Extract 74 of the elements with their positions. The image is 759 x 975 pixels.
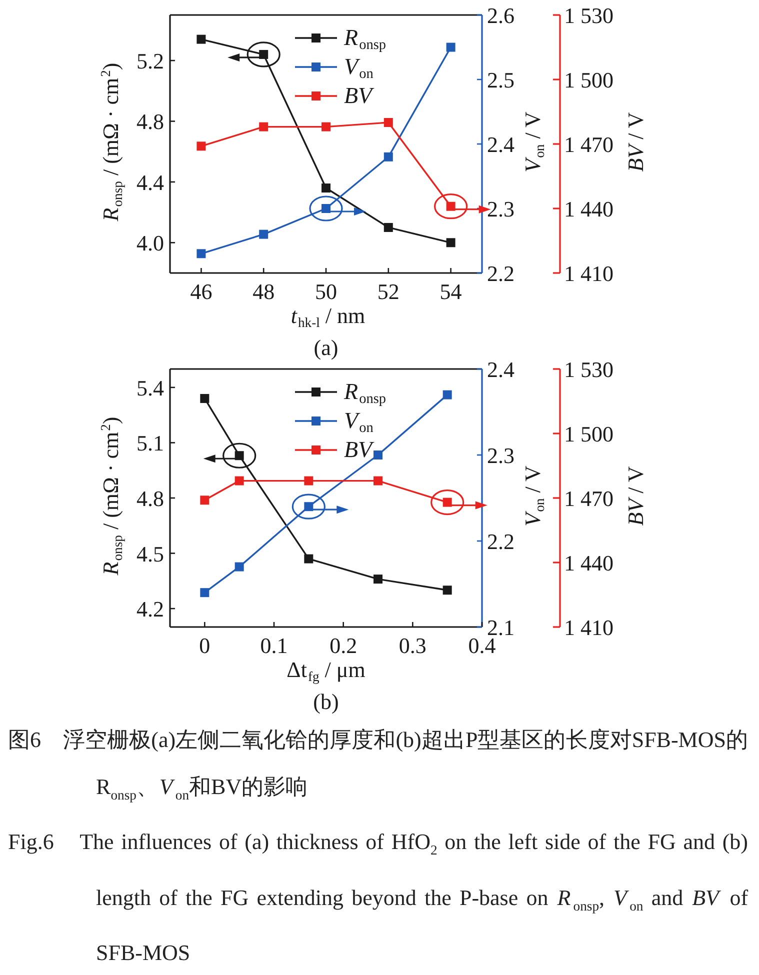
y3-axis-title: BV / V	[623, 466, 648, 526]
x-tick-label: 48	[252, 279, 275, 304]
y2-tick-label: 2.2	[487, 529, 514, 554]
y-tick-label: 5.4	[136, 375, 164, 400]
y3-axis-title: BV / V	[623, 112, 648, 172]
y2-tick-label: 2.5	[487, 68, 514, 92]
x-tick-label: 0.2	[330, 633, 358, 658]
point	[304, 554, 314, 564]
y3-tick-label: 1 470	[564, 486, 614, 511]
y3-tick-label: 1 440	[564, 550, 614, 576]
y-tick-label: 4.4	[136, 170, 164, 195]
y-tick-label: 5.2	[136, 48, 164, 74]
x-tick-label: 0.1	[260, 633, 288, 658]
y-tick-label: 4.8	[136, 109, 164, 134]
legend-label: BV	[344, 83, 376, 108]
legend-label: R$_{onsp}$	[343, 379, 386, 408]
point	[374, 450, 382, 460]
y2-tick-label: 2.4	[487, 357, 514, 382]
text: Fig.6 The influences of (a) thickness of HfO$_{2}$ on the left side of the FG and (b) length of the FG extending beyond the P-base on R$_{onsp}$, V$_{on}$ and BV of SFB-MOS	[8, 829, 748, 966]
point	[234, 476, 244, 486]
y-tick-label: 4.0	[136, 230, 164, 256]
y3-tick-label: 1 410	[564, 261, 614, 286]
y3-tick-label: 1 500	[564, 422, 614, 446]
point	[200, 588, 210, 598]
y2-tick-label: 2.3	[487, 443, 514, 468]
point	[442, 390, 452, 400]
point	[196, 249, 206, 258]
x-axis-title: t$_{hk-l}$ / nm	[290, 303, 366, 330]
point	[374, 574, 382, 584]
y2-tick-label: 2.2	[487, 261, 514, 286]
point	[200, 394, 210, 403]
y2-tick-label: 2.4	[487, 132, 514, 157]
text: (b)	[313, 689, 339, 714]
x-tick-label: 50	[315, 279, 337, 304]
text: (a)	[314, 335, 338, 360]
legend-label: BV	[344, 437, 376, 462]
y3-tick-label: 1 530	[564, 3, 614, 28]
x-axis-title: Δt$_{fg}$ / μm	[286, 657, 366, 684]
point	[196, 142, 206, 151]
x-tick-label: 52	[377, 279, 400, 304]
point	[259, 122, 268, 132]
legend-label: V$_{on}$	[344, 54, 374, 82]
legend-label: V$_{on}$	[344, 408, 374, 436]
point	[446, 42, 456, 52]
y3-tick-label: 1 530	[564, 357, 614, 382]
x-tick-label: 0.3	[398, 633, 426, 658]
y2-tick-label: 2.6	[487, 3, 514, 28]
point	[200, 496, 210, 505]
point	[384, 118, 393, 127]
point	[446, 238, 456, 248]
y-tick-label: 4.2	[136, 596, 164, 622]
point	[259, 230, 268, 239]
y3-tick-label: 1 410	[564, 615, 614, 640]
point	[322, 184, 330, 193]
y-tick-label: 5.1	[136, 430, 164, 456]
y-tick-label: 4.5	[136, 541, 164, 566]
legend-label: R$_{onsp}$	[343, 25, 386, 54]
point	[234, 562, 244, 572]
x-tick-label: 46	[190, 279, 212, 304]
y-tick-label: 4.8	[136, 486, 164, 511]
point	[384, 152, 393, 162]
y3-tick-label: 1 470	[564, 132, 614, 157]
y2-tick-label: 2.3	[487, 196, 514, 222]
point	[196, 34, 206, 44]
x-tick-label: 54	[440, 279, 462, 304]
x-tick-label: 0	[199, 633, 210, 658]
point	[374, 476, 382, 486]
y2-tick-label: 2.1	[487, 615, 514, 640]
point	[304, 476, 314, 486]
point	[384, 222, 393, 232]
point	[322, 122, 330, 132]
y3-tick-label: 1 500	[564, 68, 614, 92]
point	[442, 586, 452, 595]
y3-tick-label: 1 440	[564, 196, 614, 222]
